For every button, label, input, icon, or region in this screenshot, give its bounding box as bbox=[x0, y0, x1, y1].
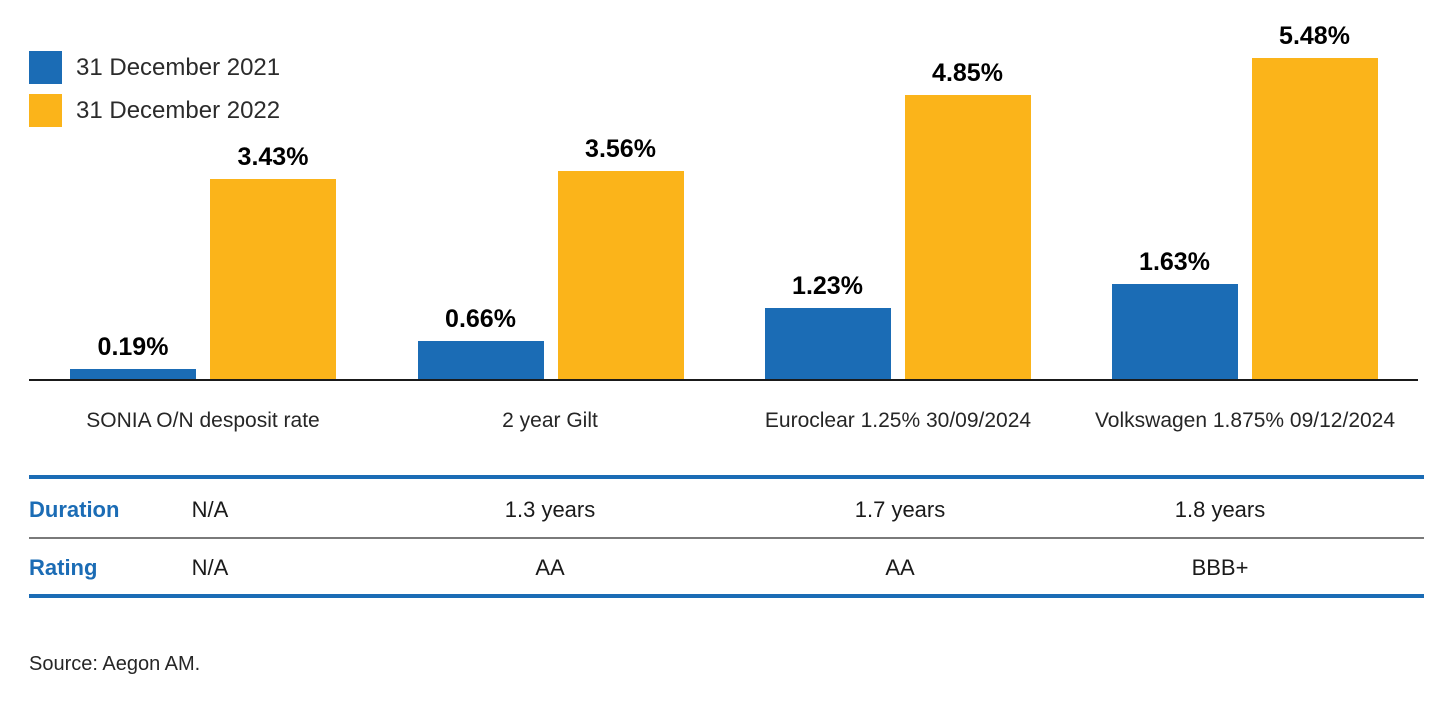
bar-value-label-2021-sonia: 0.19% bbox=[97, 333, 169, 361]
bar-2022-euroclear bbox=[904, 95, 1031, 380]
bar-2021-gilt bbox=[417, 341, 544, 380]
bar-value-label-2021-euroclear: 1.23% bbox=[792, 272, 863, 300]
bar-value-label-2022-sonia: 3.43% bbox=[237, 143, 309, 171]
table-row-header-duration: Duration bbox=[29, 497, 120, 522]
bar-2021-euroclear bbox=[764, 308, 891, 380]
table-top-border bbox=[29, 475, 1424, 479]
legend-item-2021: 31 December 2021 bbox=[29, 51, 280, 84]
bar-2022-volkswagen bbox=[1251, 58, 1378, 380]
category-label-gilt: 2 year Gilt bbox=[502, 409, 598, 432]
bar-value-label-2022-gilt: 3.56% bbox=[585, 135, 656, 163]
category-label-sonia: SONIA O/N desposit rate bbox=[86, 409, 320, 432]
table-middle-border bbox=[29, 537, 1424, 539]
bar-2022-sonia bbox=[210, 179, 336, 380]
chart-legend: 31 December 2021 31 December 2022 bbox=[29, 51, 280, 137]
legend-item-2022: 31 December 2022 bbox=[29, 94, 280, 127]
table-cell-duration-sonia: N/A bbox=[191, 497, 229, 522]
bar-2021-volkswagen bbox=[1111, 284, 1238, 380]
bar-2021-sonia bbox=[70, 369, 196, 380]
table-row-header-rating: Rating bbox=[29, 555, 98, 580]
x-axis-line bbox=[29, 379, 1418, 381]
table-bottom-border bbox=[29, 594, 1424, 598]
bar-value-label-2022-euroclear: 4.85% bbox=[932, 59, 1003, 87]
source-note: Source: Aegon AM. bbox=[29, 653, 201, 675]
table-cell-rating-sonia: N/A bbox=[191, 555, 229, 580]
category-label-volkswagen: Volkswagen 1.875% 09/12/2024 bbox=[1094, 409, 1396, 432]
legend-swatch-2022-icon bbox=[29, 94, 62, 127]
legend-label-2022: 31 December 2022 bbox=[76, 96, 281, 124]
table-cell-rating-volkswagen: BBB+ bbox=[1191, 555, 1249, 580]
legend-swatch-2021-icon bbox=[29, 51, 62, 84]
table-cell-duration-euroclear: 1.7 years bbox=[854, 497, 946, 522]
bar-2022-gilt bbox=[557, 171, 684, 380]
bar-value-label-2021-gilt: 0.66% bbox=[445, 305, 516, 333]
category-label-euroclear: Euroclear 1.25% 30/09/2024 bbox=[764, 409, 1032, 432]
table-cell-rating-gilt: AA bbox=[535, 555, 565, 580]
table-cell-rating-euroclear: AA bbox=[885, 555, 915, 580]
bar-value-label-2022-volkswagen: 5.48% bbox=[1279, 22, 1350, 50]
table-cell-duration-gilt: 1.3 years bbox=[504, 497, 596, 522]
bar-value-label-2021-volkswagen: 1.63% bbox=[1139, 248, 1210, 276]
legend-label-2021: 31 December 2021 bbox=[76, 53, 281, 81]
table-cell-duration-volkswagen: 1.8 years bbox=[1174, 497, 1266, 522]
